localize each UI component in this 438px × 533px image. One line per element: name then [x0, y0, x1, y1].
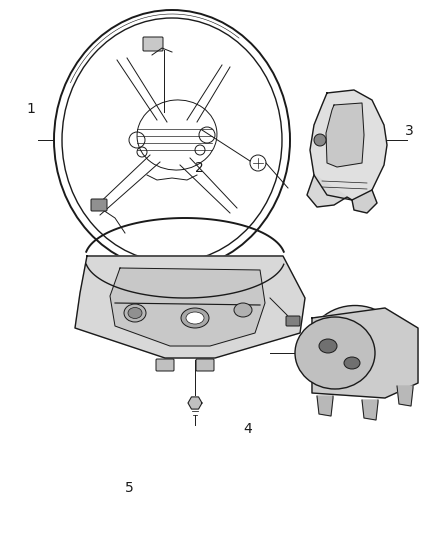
Polygon shape [188, 397, 202, 409]
Text: 5: 5 [125, 481, 134, 495]
Polygon shape [312, 308, 418, 398]
Ellipse shape [295, 317, 375, 389]
Ellipse shape [128, 308, 142, 319]
Text: 1: 1 [26, 102, 35, 116]
Ellipse shape [307, 305, 403, 391]
Text: 3: 3 [405, 124, 414, 138]
FancyBboxPatch shape [91, 199, 107, 211]
Polygon shape [326, 103, 364, 167]
Polygon shape [317, 396, 333, 416]
Ellipse shape [344, 357, 360, 369]
Text: 4: 4 [243, 422, 252, 436]
FancyBboxPatch shape [143, 37, 163, 51]
Ellipse shape [181, 308, 209, 328]
FancyBboxPatch shape [156, 359, 174, 371]
Circle shape [314, 134, 326, 146]
Polygon shape [362, 400, 378, 420]
Circle shape [250, 155, 266, 171]
Ellipse shape [234, 303, 252, 317]
FancyBboxPatch shape [196, 359, 214, 371]
Polygon shape [397, 386, 413, 406]
Polygon shape [110, 268, 265, 346]
Text: 2: 2 [195, 161, 204, 175]
Polygon shape [307, 175, 352, 207]
Ellipse shape [124, 304, 146, 322]
FancyBboxPatch shape [286, 316, 300, 326]
Polygon shape [75, 256, 305, 358]
Polygon shape [310, 90, 387, 200]
Ellipse shape [319, 339, 337, 353]
Polygon shape [352, 190, 377, 213]
Ellipse shape [186, 312, 204, 324]
